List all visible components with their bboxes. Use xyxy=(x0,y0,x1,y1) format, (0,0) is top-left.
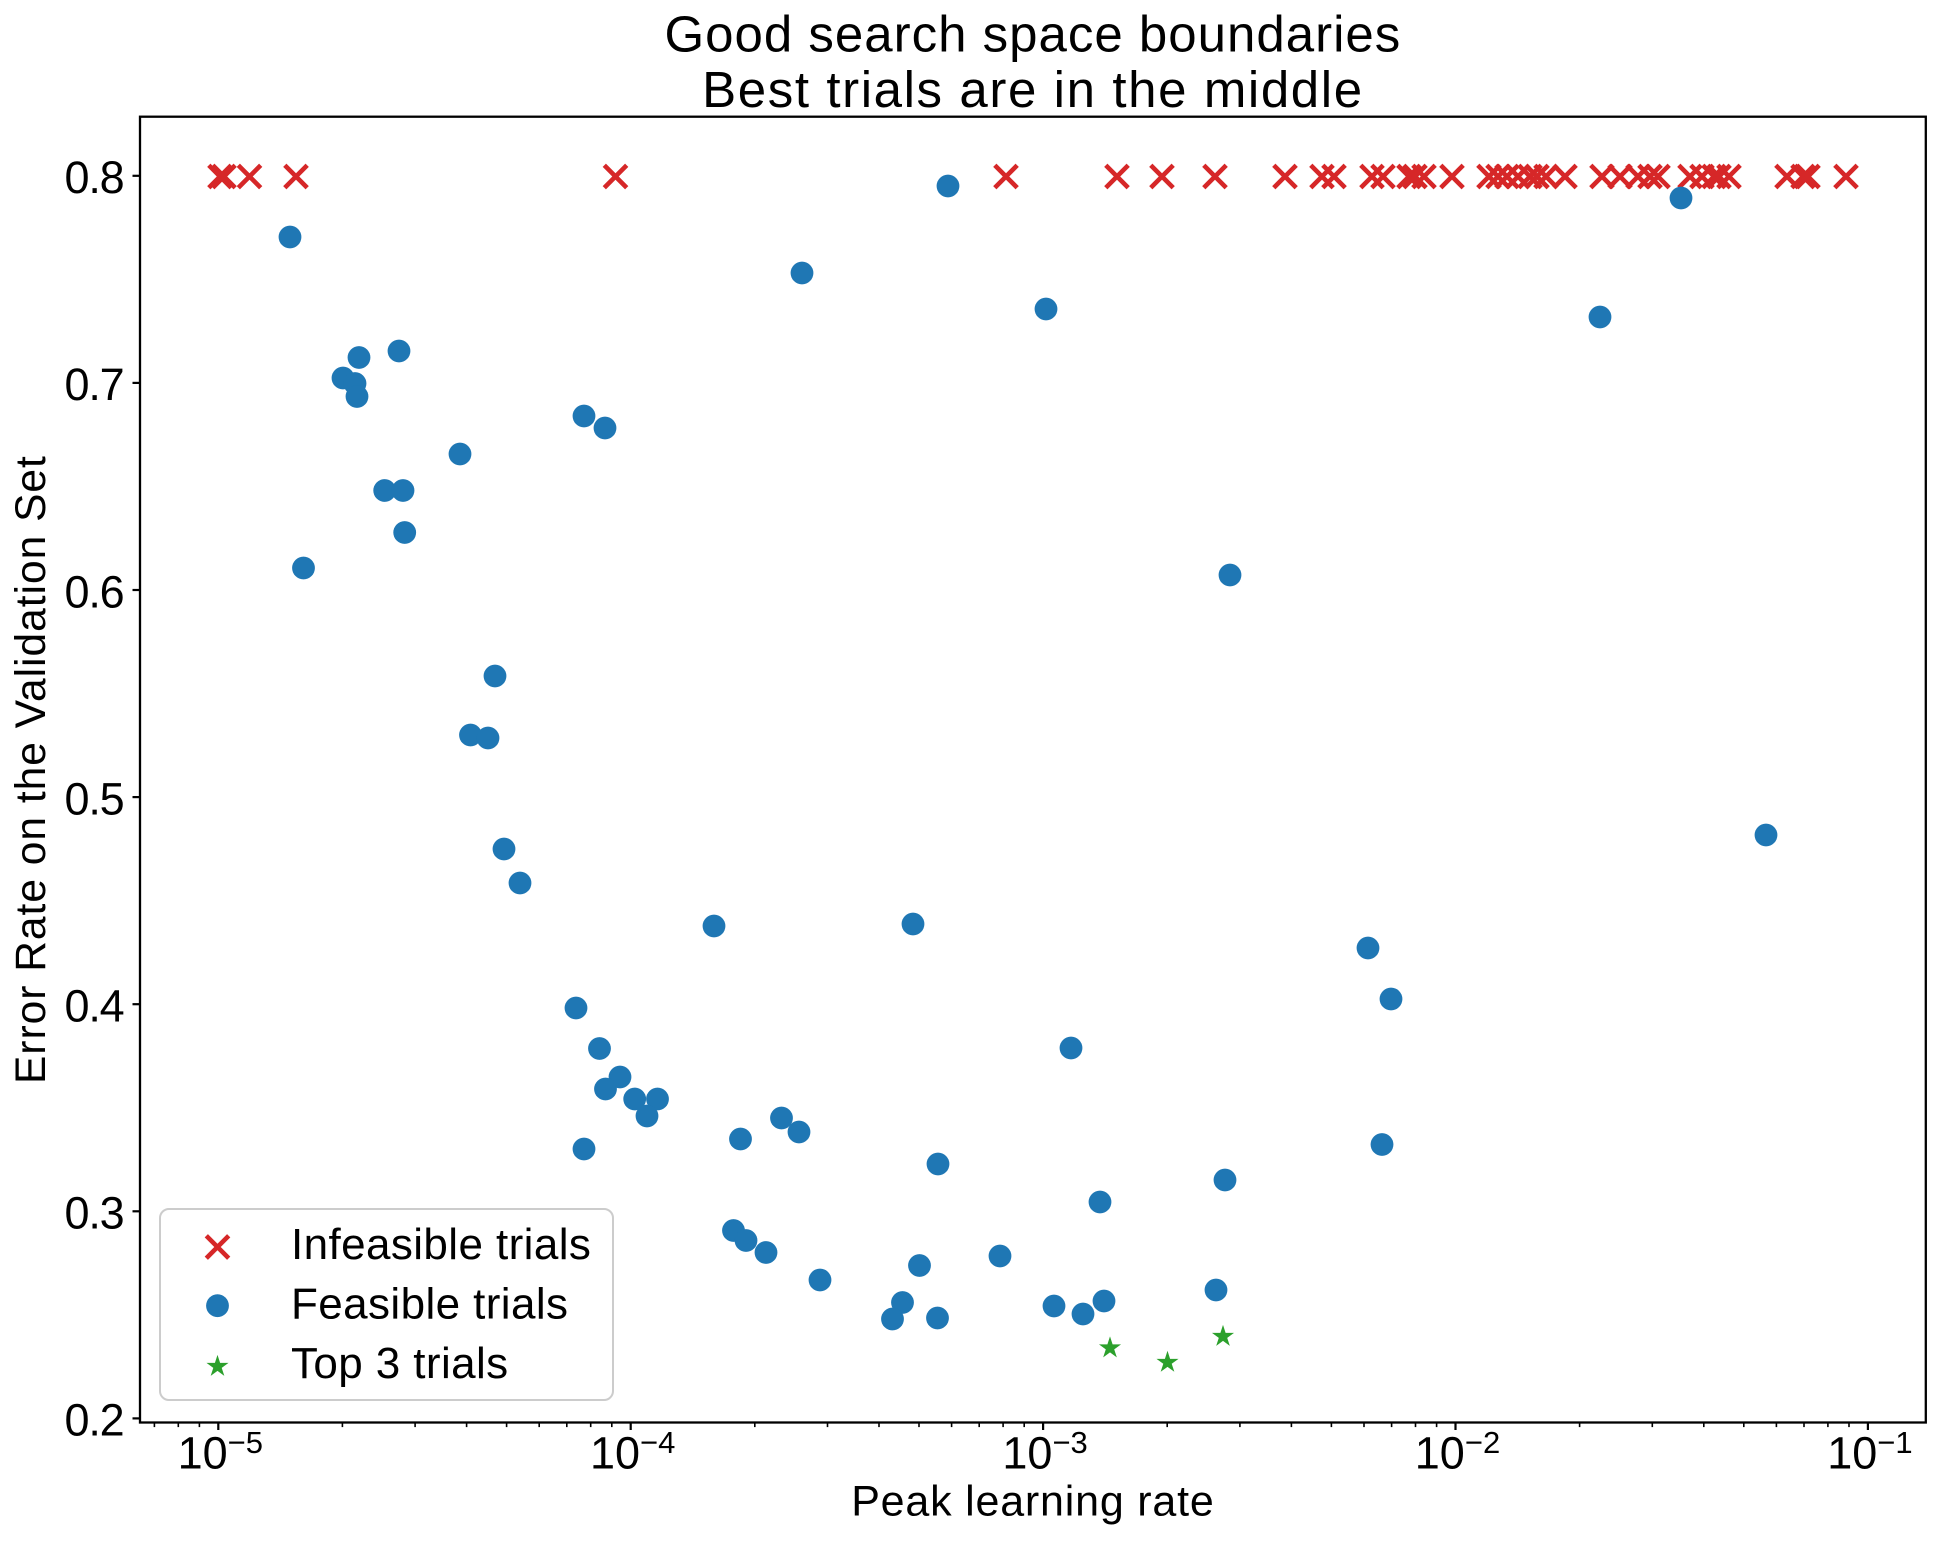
svg-text:0.2: 0.2 xyxy=(65,1395,124,1446)
svg-text:10−2: 10−2 xyxy=(1415,1425,1500,1479)
svg-text:Good search space boundaries: Good search space boundaries xyxy=(665,5,1402,62)
svg-text:Best trials are in the middle: Best trials are in the middle xyxy=(702,61,1364,118)
svg-text:Infeasible trials: Infeasible trials xyxy=(291,1220,591,1269)
svg-text:0.4: 0.4 xyxy=(65,981,124,1032)
svg-text:0.3: 0.3 xyxy=(65,1188,124,1239)
svg-text:0.6: 0.6 xyxy=(65,566,124,617)
svg-text:0.8: 0.8 xyxy=(65,152,124,203)
svg-text:10−4: 10−4 xyxy=(590,1425,675,1479)
svg-text:Top 3 trials: Top 3 trials xyxy=(291,1339,509,1388)
svg-text:Error Rate on the Validation S: Error Rate on the Validation Set xyxy=(8,455,55,1084)
svg-text:Feasible trials: Feasible trials xyxy=(291,1280,568,1329)
svg-text:0.7: 0.7 xyxy=(65,359,124,410)
svg-text:0.5: 0.5 xyxy=(65,773,124,824)
svg-text:Peak learning rate: Peak learning rate xyxy=(851,1478,1214,1526)
